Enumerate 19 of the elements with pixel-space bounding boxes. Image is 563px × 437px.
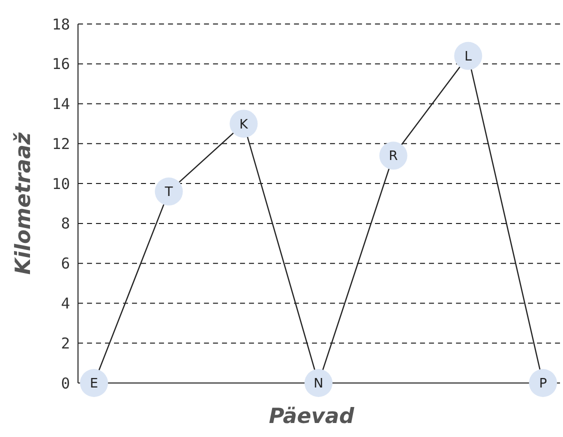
y-tick-label: 10 bbox=[52, 174, 70, 193]
x-tick-label: P bbox=[539, 376, 548, 392]
x-tick-label: N bbox=[314, 376, 324, 392]
x-tick-label: E bbox=[90, 376, 98, 392]
y-tick-label: 18 bbox=[52, 15, 70, 34]
y-tick-label: 14 bbox=[52, 95, 70, 114]
y-axis-title: Kilometraaž bbox=[11, 132, 35, 275]
y-tick-label: 6 bbox=[60, 254, 70, 273]
y-tick-label: 0 bbox=[60, 374, 70, 392]
y-tick-label: 2 bbox=[60, 334, 70, 352]
y-tick-label: 16 bbox=[52, 55, 70, 74]
x-tick-label: R bbox=[388, 149, 398, 164]
x-tick-label: T bbox=[164, 185, 173, 200]
x-tick-label: K bbox=[239, 117, 248, 132]
x-axis-title: Päevad bbox=[268, 404, 356, 428]
y-tick-label: 12 bbox=[52, 134, 70, 153]
y-tick-label: 4 bbox=[60, 294, 70, 312]
x-tick-label: L bbox=[464, 49, 473, 64]
y-tick-label: 8 bbox=[60, 214, 70, 233]
